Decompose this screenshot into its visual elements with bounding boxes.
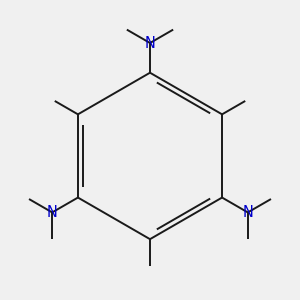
Text: N: N <box>242 205 253 220</box>
Text: N: N <box>47 205 58 220</box>
Text: N: N <box>145 35 155 50</box>
